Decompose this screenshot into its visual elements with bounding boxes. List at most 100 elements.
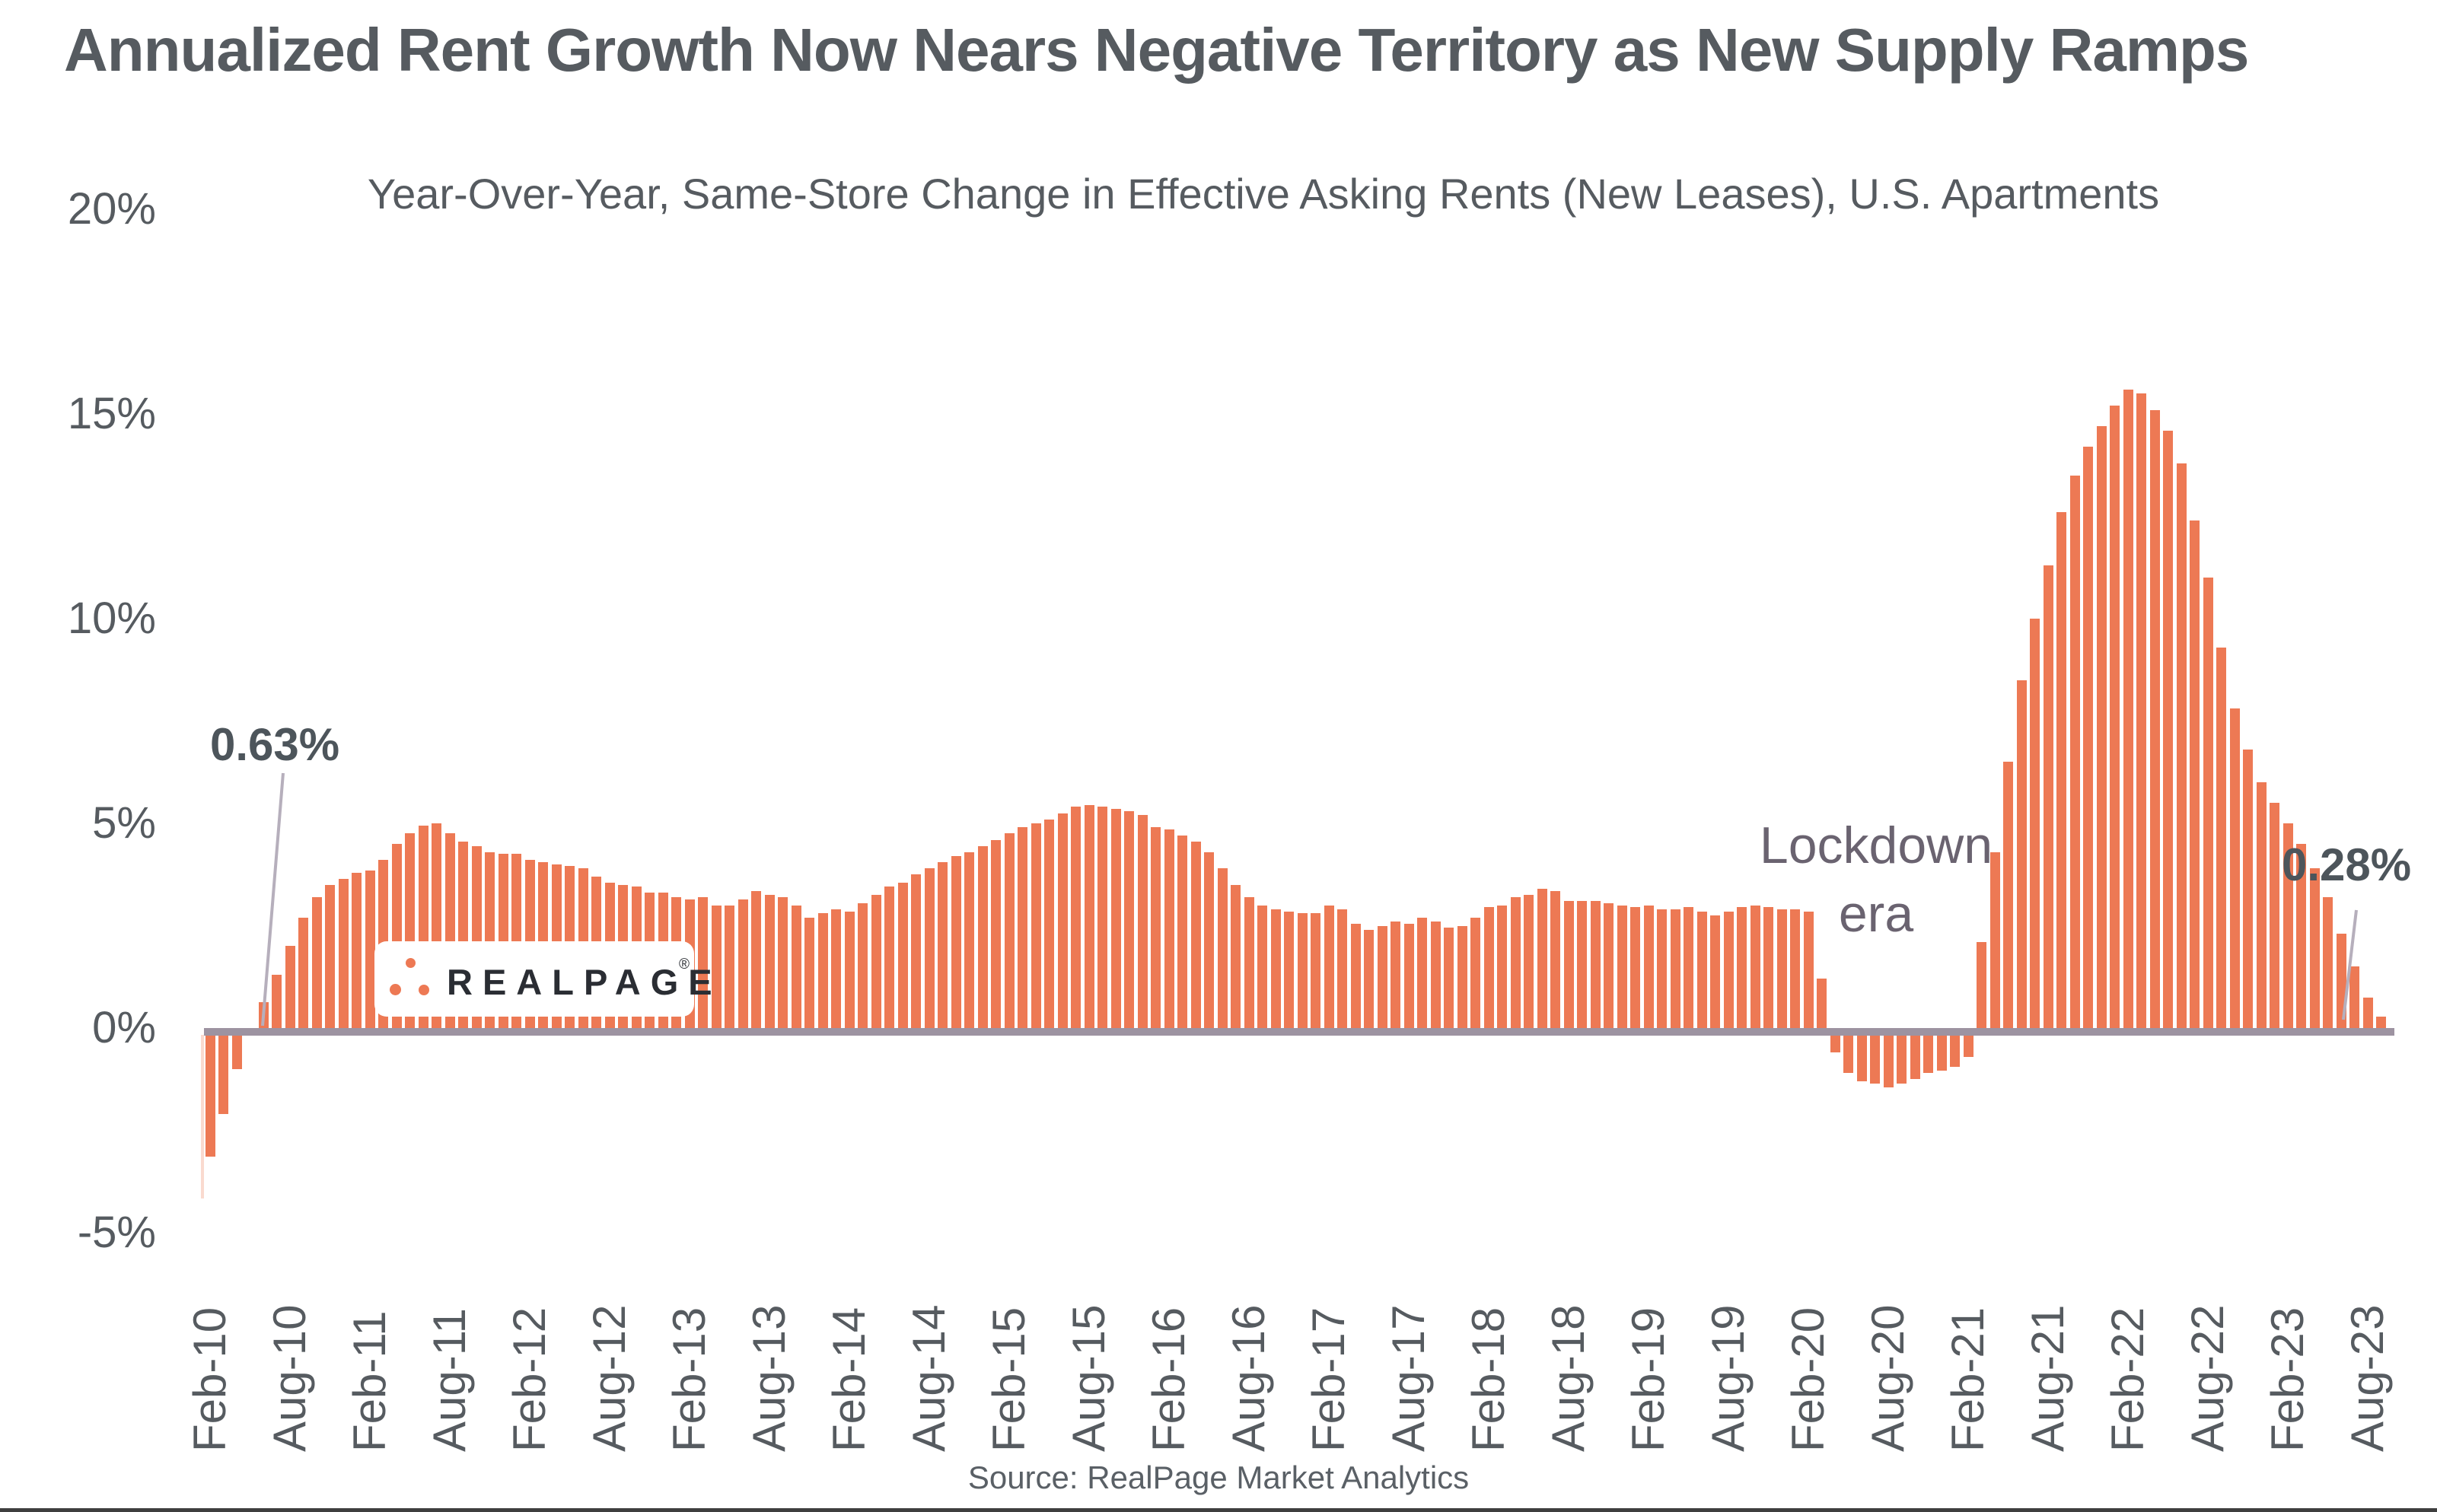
- bar: [1337, 909, 1347, 1028]
- bar: [1524, 895, 1534, 1028]
- bar: [1204, 851, 1214, 1028]
- realpage-logo: REALPAGE ®: [374, 941, 712, 1017]
- annotation-lockdown-era-line2: era: [1838, 885, 1914, 943]
- bar: [2149, 409, 2160, 1028]
- y-tick-label: 5%: [92, 798, 156, 848]
- bar: [1537, 889, 1547, 1028]
- bar: [2176, 463, 2187, 1028]
- bar: [2349, 966, 2359, 1028]
- bar: [272, 975, 282, 1028]
- bar: [1989, 851, 2000, 1028]
- bar: [1350, 923, 1361, 1028]
- bar: [1483, 907, 1494, 1028]
- bar: [817, 913, 828, 1028]
- chart-subtitle: Year-Over-Year, Same-Store Change in Eff…: [367, 170, 2160, 218]
- bar: [698, 896, 708, 1028]
- bar: [1231, 884, 1241, 1028]
- bar: [1803, 911, 1814, 1028]
- bar: [1257, 905, 1267, 1028]
- bar: [1377, 925, 1387, 1028]
- bar: [778, 896, 788, 1028]
- bar: [2216, 647, 2226, 1028]
- bar: [1950, 1028, 1960, 1068]
- bar: [2016, 680, 2027, 1028]
- bar: [258, 1002, 269, 1028]
- bar: [2282, 823, 2293, 1028]
- bar: [1244, 896, 1254, 1028]
- bar: [725, 905, 734, 1028]
- bar: [1217, 868, 1228, 1028]
- y-tick-label: -5%: [77, 1208, 156, 1257]
- bar: [2323, 896, 2333, 1028]
- bar: [1590, 901, 1601, 1028]
- bar: [1670, 909, 1680, 1028]
- bar: [858, 902, 868, 1028]
- bar: [1617, 905, 1627, 1028]
- bar: [2190, 520, 2200, 1028]
- bar: [884, 887, 894, 1028]
- bar: [1563, 901, 1574, 1028]
- bar: [2256, 782, 2267, 1028]
- zero-axis-line: [204, 1028, 2394, 1036]
- bar: [1897, 1028, 1907, 1084]
- bar: [2296, 843, 2306, 1028]
- bar: [1630, 907, 1640, 1028]
- bar: [2110, 406, 2120, 1028]
- logo-dot-icon: [419, 985, 429, 995]
- annotation-first-positive-value: 0.63%: [210, 719, 340, 770]
- bar: [338, 878, 349, 1028]
- bar: [1510, 896, 1521, 1028]
- bar: [1550, 890, 1560, 1028]
- bar: [1391, 922, 1400, 1028]
- bar: [1684, 907, 1693, 1028]
- bar: [1577, 901, 1587, 1028]
- y-tick-label: 20%: [67, 184, 156, 234]
- bar: [897, 883, 908, 1028]
- bar: [325, 884, 335, 1028]
- bar: [951, 856, 961, 1028]
- bar: [1750, 905, 1760, 1028]
- bar: [1044, 819, 1054, 1028]
- bar: [1923, 1028, 1933, 1074]
- bar: [1018, 827, 1027, 1028]
- bar: [977, 845, 988, 1028]
- bar: [2123, 389, 2133, 1028]
- bar: [2203, 578, 2213, 1028]
- y-tick-label: 10%: [67, 594, 156, 643]
- bar: [1311, 913, 1320, 1028]
- bar: [1364, 929, 1374, 1028]
- registered-trademark-icon: ®: [679, 957, 690, 972]
- bar: [2003, 762, 2013, 1028]
- bar: [1856, 1028, 1867, 1081]
- bar: [1137, 815, 1148, 1028]
- bar: [311, 896, 322, 1028]
- bar: [1843, 1028, 1853, 1074]
- bar: [2270, 803, 2279, 1028]
- bar: [231, 1028, 242, 1069]
- bar: [298, 917, 308, 1028]
- annotation-lockdown-era: Lockdown era: [1750, 811, 2002, 948]
- bar: [2043, 565, 2053, 1028]
- bar: [285, 946, 295, 1028]
- bar: [2069, 475, 2080, 1028]
- bar: [737, 899, 748, 1028]
- bar: [1790, 909, 1800, 1028]
- bar: [1270, 909, 1281, 1028]
- bar: [1444, 928, 1454, 1028]
- bar: [991, 839, 1001, 1028]
- bar: [2056, 512, 2066, 1028]
- bar: [2243, 750, 2253, 1028]
- bar: [2030, 619, 2040, 1028]
- bar: [764, 895, 775, 1028]
- annotation-latest-value: 0.28%: [2282, 839, 2412, 890]
- bar: [2083, 447, 2093, 1028]
- bar: [1284, 911, 1294, 1028]
- bar: [1604, 902, 1614, 1028]
- bar: [2136, 393, 2146, 1028]
- bar: [804, 917, 814, 1028]
- bar: [1457, 925, 1467, 1028]
- bar: [751, 890, 761, 1028]
- bar: [1417, 917, 1427, 1028]
- bar: [2376, 1016, 2386, 1028]
